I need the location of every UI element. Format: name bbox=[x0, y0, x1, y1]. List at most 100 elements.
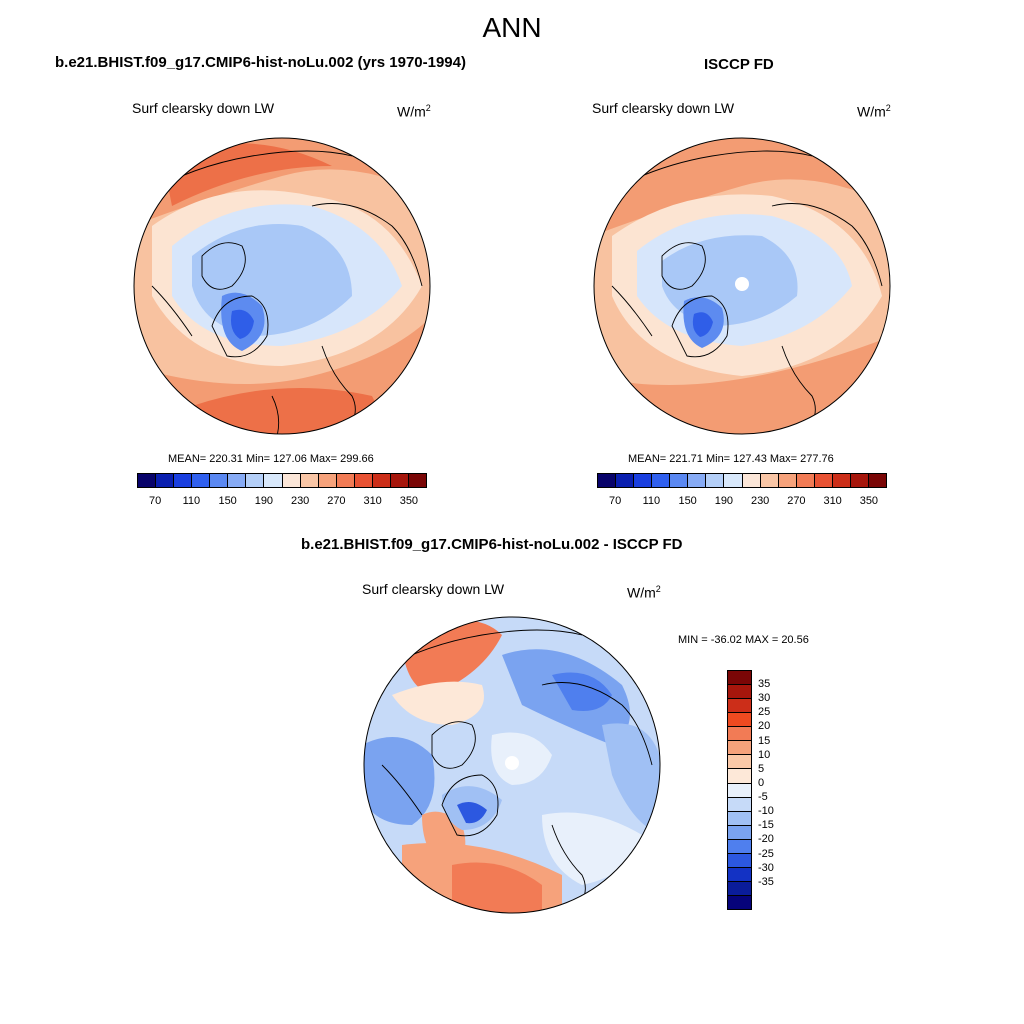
variable-label-diff: Surf clearsky down LW bbox=[362, 581, 505, 597]
colorbar-swatch bbox=[728, 713, 751, 728]
colorbar-swatch bbox=[634, 474, 653, 487]
colorbar-swatch bbox=[742, 474, 761, 487]
colorbar-swatch bbox=[706, 474, 725, 487]
colorbar-swatch bbox=[670, 474, 689, 487]
colorbar-swatch bbox=[210, 474, 229, 487]
colorbar-swatch bbox=[728, 685, 751, 700]
colorbar-obs bbox=[597, 473, 887, 488]
colorbar-tick-label: 70 bbox=[609, 495, 622, 507]
colorbar-swatch bbox=[372, 474, 391, 487]
colorbar-swatch bbox=[652, 474, 671, 487]
colorbar-swatch bbox=[728, 699, 751, 714]
colorbar-tick-label: -25 bbox=[758, 847, 774, 860]
colorbar-tick-label: -35 bbox=[758, 875, 774, 888]
variable-label-obs: Surf clearsky down LW bbox=[592, 100, 735, 116]
colorbar-swatch bbox=[300, 474, 319, 487]
stats-diff: MIN = -36.02 MAX = 20.56 bbox=[678, 634, 809, 646]
colorbar-tick-label: 270 bbox=[327, 495, 346, 507]
stats-model: MEAN= 220.31 Min= 127.06 Max= 299.66 bbox=[168, 453, 374, 465]
colorbar-tick-label: 150 bbox=[678, 495, 697, 507]
colorbar-labels-model: 70 110 150 190 230 270 310 350 bbox=[137, 495, 427, 509]
variable-label-model: Surf clearsky down LW bbox=[132, 100, 275, 116]
colorbar-swatch bbox=[728, 797, 751, 812]
colorbar-tick-label: -20 bbox=[758, 833, 774, 846]
colorbar-swatch bbox=[728, 727, 751, 742]
colorbar-swatch bbox=[728, 741, 751, 756]
panel-title-diff: b.e21.BHIST.f09_g17.CMIP6-hist-noLu.002 … bbox=[301, 536, 683, 553]
colorbar-tick-label: -15 bbox=[758, 819, 774, 832]
colorbar-tick-label: 35 bbox=[758, 678, 771, 691]
colorbar-tick-label: 270 bbox=[787, 495, 806, 507]
colorbar-tick-label: -30 bbox=[758, 861, 774, 874]
colorbar-swatch bbox=[868, 474, 886, 487]
colorbar-swatch bbox=[688, 474, 707, 487]
colorbar-tick-label: 310 bbox=[823, 495, 842, 507]
colorbar-swatch bbox=[728, 755, 751, 770]
colorbar-tick-label: 15 bbox=[758, 734, 771, 747]
colorbar-swatch bbox=[598, 474, 617, 487]
colorbar-swatch bbox=[728, 896, 751, 910]
colorbar-tick-label: 30 bbox=[758, 692, 771, 705]
colorbar-tick-label: -5 bbox=[758, 791, 768, 804]
colorbar-tick-label: 5 bbox=[758, 762, 765, 775]
colorbar-swatch bbox=[850, 474, 869, 487]
unit-label-model: W/m2 bbox=[397, 103, 431, 120]
colorbar-swatch bbox=[728, 853, 751, 868]
colorbar-labels-diff: 35 30 25 20 15 10 5 0 -5 -10 -15 -20 -25 -30 -35 bbox=[758, 670, 798, 910]
colorbar-swatch bbox=[796, 474, 815, 487]
colorbar-swatch bbox=[814, 474, 833, 487]
colorbar-swatch bbox=[354, 474, 373, 487]
stats-obs: MEAN= 221.71 Min= 127.43 Max= 277.76 bbox=[628, 453, 834, 465]
panel-title-model: b.e21.BHIST.f09_g17.CMIP6-hist-noLu.002 … bbox=[55, 54, 466, 71]
colorbar-tick-label: 10 bbox=[758, 748, 771, 761]
colorbar-tick-label: 230 bbox=[750, 495, 770, 507]
colorbar-tick-label: 190 bbox=[714, 495, 734, 507]
colorbar-swatch bbox=[390, 474, 409, 487]
colorbar-tick-label: 110 bbox=[642, 495, 661, 507]
colorbar-swatch bbox=[228, 474, 247, 487]
colorbar-swatch bbox=[728, 867, 751, 882]
colorbar-swatch bbox=[724, 474, 743, 487]
polar-map-obs bbox=[593, 137, 891, 435]
colorbar-swatch bbox=[192, 474, 211, 487]
panel-title-obs: ISCCP FD bbox=[704, 56, 774, 73]
colorbar-swatch bbox=[728, 825, 751, 840]
colorbar-tick-label: 110 bbox=[182, 495, 201, 507]
polar-map-diff bbox=[363, 616, 661, 914]
colorbar-swatch bbox=[728, 881, 751, 896]
colorbar-swatch bbox=[408, 474, 426, 487]
colorbar-tick-label: 310 bbox=[363, 495, 382, 507]
unit-label-obs: W/m2 bbox=[857, 103, 891, 120]
colorbar-swatch bbox=[728, 839, 751, 854]
unit-label-diff: W/m2 bbox=[627, 584, 661, 601]
colorbar-swatch bbox=[156, 474, 175, 487]
colorbar-tick-label: 25 bbox=[758, 706, 771, 719]
colorbar-labels-obs: 70 110 150 190 230 270 310 350 bbox=[597, 495, 887, 509]
colorbar-swatch bbox=[138, 474, 157, 487]
page-title: ANN bbox=[482, 12, 542, 43]
polar-map-model bbox=[133, 137, 431, 435]
colorbar-diff bbox=[727, 670, 752, 910]
colorbar-swatch bbox=[318, 474, 337, 487]
colorbar-swatch bbox=[760, 474, 779, 487]
colorbar-tick-label: -10 bbox=[758, 805, 774, 818]
colorbar-swatch bbox=[728, 671, 751, 686]
colorbar-tick-label: 350 bbox=[399, 495, 419, 507]
colorbar-tick-label: 190 bbox=[254, 495, 274, 507]
colorbar-swatch bbox=[264, 474, 283, 487]
colorbar-swatch bbox=[832, 474, 851, 487]
colorbar-tick-label: 20 bbox=[758, 720, 771, 733]
colorbar-tick-label: 230 bbox=[290, 495, 310, 507]
colorbar-swatch bbox=[728, 783, 751, 798]
colorbar-swatch bbox=[246, 474, 265, 487]
colorbar-swatch bbox=[778, 474, 797, 487]
colorbar-swatch bbox=[336, 474, 355, 487]
colorbar-tick-label: 70 bbox=[149, 495, 162, 507]
colorbar-swatch bbox=[728, 811, 751, 826]
colorbar-swatch bbox=[174, 474, 193, 487]
colorbar-swatch bbox=[728, 769, 751, 784]
colorbar-tick-label: 150 bbox=[218, 495, 237, 507]
colorbar-swatch bbox=[282, 474, 301, 487]
colorbar-tick-label: 350 bbox=[859, 495, 879, 507]
colorbar-model bbox=[137, 473, 427, 488]
